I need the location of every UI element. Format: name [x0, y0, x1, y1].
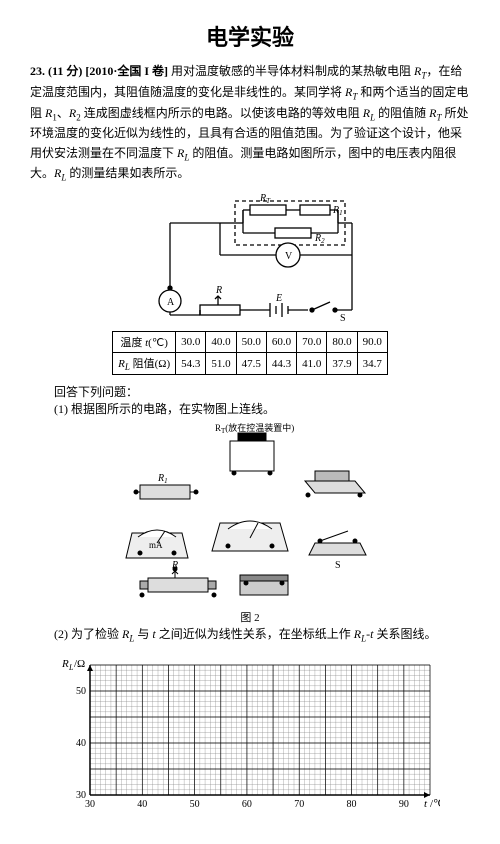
label-s: S — [340, 313, 346, 323]
apparatus-figure: RT(放在控温装置中) R1 mA S R — [120, 423, 380, 607]
svg-text:40: 40 — [137, 799, 147, 810]
r-1: 51.0 — [206, 353, 236, 375]
svg-text:30: 30 — [85, 799, 95, 810]
data-table: 温度 t(℃) 30.0 40.0 50.0 60.0 70.0 80.0 90… — [112, 331, 388, 375]
label-a: A — [167, 297, 175, 308]
fig2-caption: 图 2 — [30, 609, 470, 625]
t-2: 50.0 — [236, 332, 266, 353]
subhead: 回答下列问题： — [30, 383, 470, 400]
body-text: 用对温度敏感的半导体材料制成的某热敏电阻 RT，在给定温度范围内，其阻值随温度的… — [30, 64, 468, 180]
points: (11 分) — [48, 64, 82, 78]
page-title: 电学实验 — [30, 20, 470, 52]
t-5: 80.0 — [327, 332, 357, 353]
label-rt: RT — [259, 193, 271, 205]
svg-text:40: 40 — [76, 738, 86, 749]
r-3: 44.3 — [266, 353, 296, 375]
svg-text:/℃: /℃ — [430, 798, 440, 810]
t-4: 70.0 — [297, 332, 327, 353]
svg-text:50: 50 — [190, 799, 200, 810]
label-r1: R1 — [332, 205, 343, 217]
row1-label: 温度 t(℃) — [113, 332, 176, 353]
source: [2010·全国 I 卷] — [85, 64, 168, 78]
app-r-label: R — [171, 560, 178, 571]
svg-text:t: t — [424, 798, 428, 810]
app-s-label: S — [335, 560, 341, 571]
label-r2: R2 — [314, 233, 325, 245]
r-2: 47.5 — [236, 353, 266, 375]
label-v: V — [285, 251, 293, 262]
svg-text:90: 90 — [399, 799, 409, 810]
problem-block: 23. (11 分) [2010·全国 I 卷] 用对温度敏感的半导体材料制成的… — [30, 62, 470, 185]
t-6: 90.0 — [357, 332, 387, 353]
app-r1-label: R1 — [157, 473, 168, 485]
label-r: R — [215, 285, 222, 296]
svg-text:R: R — [61, 658, 69, 670]
r-0: 54.3 — [176, 353, 206, 375]
svg-text:50: 50 — [76, 686, 86, 697]
svg-text:60: 60 — [242, 799, 252, 810]
q2: (2) 为了检验 RL 与 t 之间近似为线性关系，在坐标纸上作 RL-t 关系… — [30, 625, 470, 643]
svg-text:70: 70 — [294, 799, 304, 810]
svg-text:80: 80 — [347, 799, 357, 810]
t-3: 60.0 — [266, 332, 296, 353]
q1: (1) 根据图所示的电路，在实物图上连线。 — [30, 400, 470, 417]
app-ma-label: mA — [149, 540, 163, 550]
r-5: 37.9 — [327, 353, 357, 375]
svg-text:/Ω: /Ω — [74, 658, 85, 670]
t-0: 30.0 — [176, 332, 206, 353]
r-6: 34.7 — [357, 353, 387, 375]
circuit-diagram: RT R1 R2 V A R E S — [140, 193, 360, 327]
question-number: 23. — [30, 64, 45, 78]
row2-label: RL 阻值(Ω) — [113, 353, 176, 375]
graph: 30405030405060708090RL/Ωt/℃ — [60, 650, 440, 824]
r-4: 41.0 — [297, 353, 327, 375]
t-1: 40.0 — [206, 332, 236, 353]
label-e: E — [275, 293, 282, 304]
